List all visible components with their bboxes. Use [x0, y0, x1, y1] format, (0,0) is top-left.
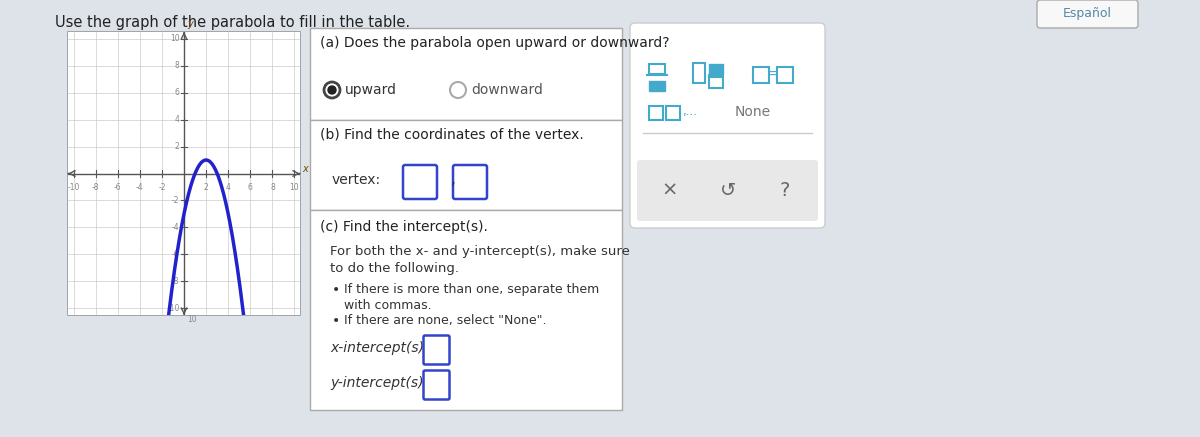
- Bar: [310, 210, 622, 410]
- Bar: [649, 81, 665, 91]
- Text: -10: -10: [67, 183, 79, 192]
- Text: 8: 8: [175, 61, 180, 70]
- Text: -10: -10: [167, 304, 180, 313]
- FancyBboxPatch shape: [630, 23, 826, 228]
- Text: 2: 2: [204, 183, 209, 192]
- Text: y-intercept(s):: y-intercept(s):: [330, 376, 428, 390]
- Bar: [310, 28, 622, 120]
- Text: 2: 2: [175, 142, 180, 151]
- Text: (a) Does the parabola open upward or downward?: (a) Does the parabola open upward or dow…: [320, 36, 670, 50]
- Bar: [68, 32, 300, 315]
- Bar: [649, 106, 662, 120]
- Text: (c) Find the intercept(s).: (c) Find the intercept(s).: [320, 220, 488, 234]
- Text: 8: 8: [270, 183, 275, 192]
- Bar: [666, 106, 680, 120]
- Text: 6: 6: [248, 183, 253, 192]
- Text: downward: downward: [470, 83, 542, 97]
- Text: -6: -6: [114, 183, 121, 192]
- Circle shape: [328, 86, 336, 94]
- Text: 4: 4: [226, 183, 230, 192]
- Text: (b) Find the coordinates of the vertex.: (b) Find the coordinates of the vertex.: [320, 128, 583, 142]
- Text: 10: 10: [187, 315, 197, 324]
- Text: -8: -8: [92, 183, 100, 192]
- Text: with commas.: with commas.: [344, 299, 432, 312]
- Text: ?: ?: [780, 181, 790, 200]
- FancyBboxPatch shape: [424, 336, 450, 364]
- Bar: [694, 63, 706, 83]
- Text: x-intercept(s):: x-intercept(s):: [330, 341, 428, 355]
- Text: y: y: [187, 19, 193, 29]
- FancyBboxPatch shape: [637, 160, 818, 221]
- Text: 10: 10: [289, 183, 299, 192]
- Text: to do the following.: to do the following.: [330, 262, 458, 275]
- Bar: [778, 67, 793, 83]
- Text: For both the x- and y-intercept(s), make sure: For both the x- and y-intercept(s), make…: [330, 245, 630, 258]
- Text: •: •: [332, 283, 341, 297]
- FancyBboxPatch shape: [403, 165, 437, 199]
- Text: -4: -4: [172, 223, 180, 232]
- Text: vertex:: vertex:: [332, 173, 382, 187]
- Text: 6: 6: [175, 88, 180, 97]
- Text: •: •: [332, 314, 341, 328]
- Text: -8: -8: [172, 277, 180, 286]
- Bar: [649, 64, 665, 74]
- Text: Use the graph of the parabola to fill in the table.: Use the graph of the parabola to fill in…: [55, 15, 410, 30]
- FancyBboxPatch shape: [1037, 0, 1138, 28]
- Text: -2: -2: [172, 196, 180, 205]
- Text: -6: -6: [172, 250, 180, 259]
- Text: ,...: ,...: [682, 105, 697, 118]
- Text: 4: 4: [175, 115, 180, 124]
- Bar: [310, 120, 622, 210]
- Text: =: =: [767, 68, 779, 82]
- Text: ↺: ↺: [720, 181, 736, 200]
- Text: x: x: [302, 164, 308, 174]
- Text: ×: ×: [662, 181, 678, 200]
- Text: ,: ,: [450, 173, 456, 187]
- Text: -4: -4: [136, 183, 144, 192]
- Text: If there are none, select "None".: If there are none, select "None".: [344, 314, 546, 327]
- Text: Español: Español: [1063, 7, 1112, 21]
- Text: None: None: [734, 105, 772, 119]
- Text: 10: 10: [170, 34, 180, 43]
- Bar: [754, 67, 769, 83]
- Bar: [709, 77, 722, 88]
- FancyBboxPatch shape: [424, 371, 450, 399]
- Text: -2: -2: [158, 183, 166, 192]
- Text: upward: upward: [346, 83, 397, 97]
- Bar: [709, 64, 722, 74]
- FancyBboxPatch shape: [454, 165, 487, 199]
- Text: If there is more than one, separate them: If there is more than one, separate them: [344, 283, 599, 296]
